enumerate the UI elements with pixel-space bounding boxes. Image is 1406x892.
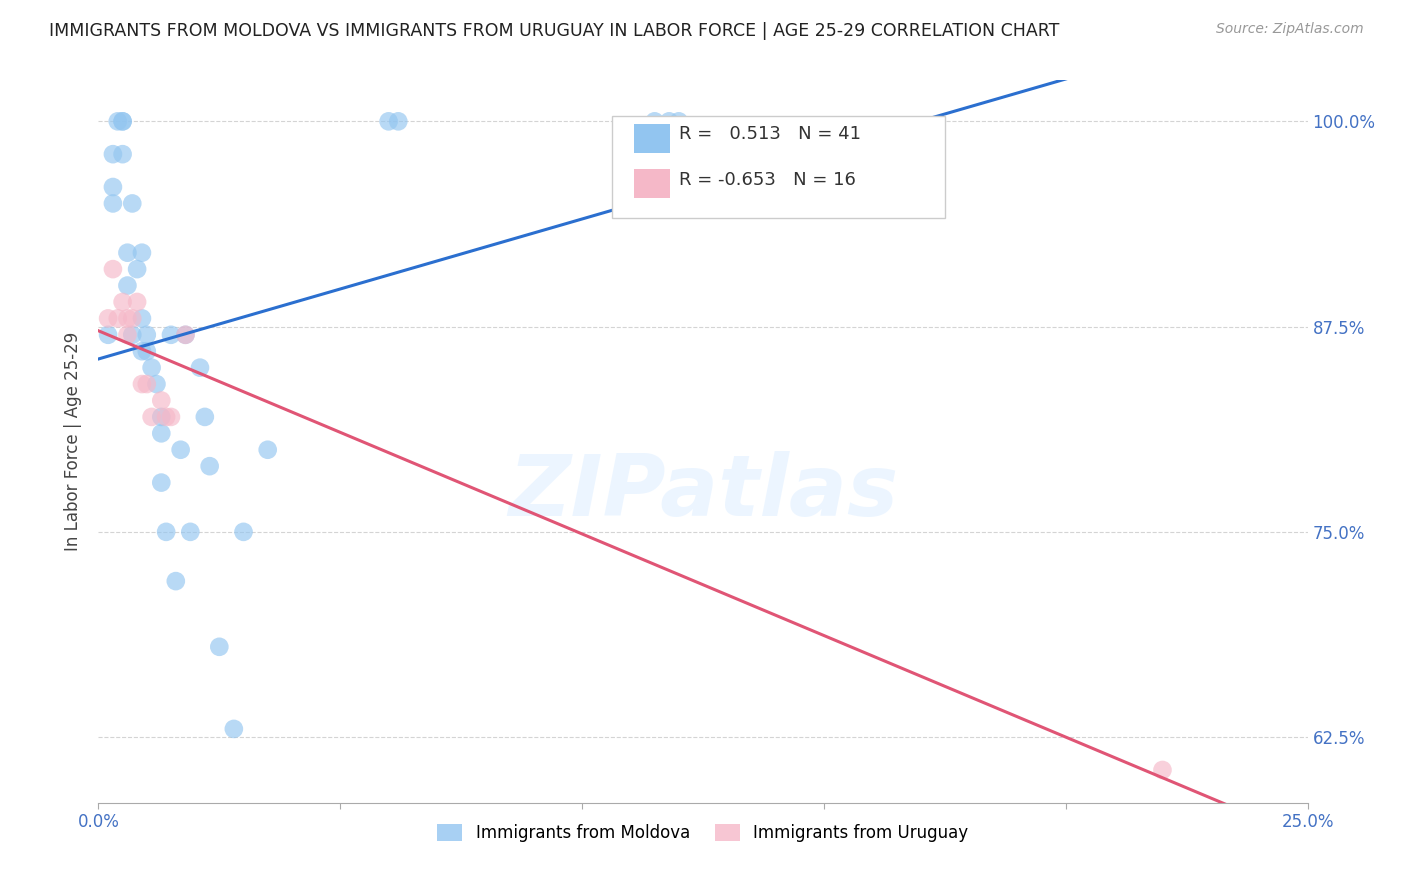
Text: R =   0.513   N = 41: R = 0.513 N = 41 [679, 126, 860, 144]
Point [222, 722, 245, 736]
Text: ZIPatlas: ZIPatlas [508, 450, 898, 533]
Point [111, 114, 134, 128]
Point [658, 114, 681, 128]
Point [160, 327, 183, 342]
Point [135, 327, 157, 342]
Point [127, 262, 149, 277]
Point [131, 311, 153, 326]
Point [141, 360, 163, 375]
Point [107, 114, 129, 128]
Point [644, 114, 666, 128]
Point [174, 327, 197, 342]
Legend: Immigrants from Moldova, Immigrants from Uruguay: Immigrants from Moldova, Immigrants from… [430, 817, 976, 848]
Point [1152, 763, 1174, 777]
Point [135, 377, 157, 392]
Text: Source: ZipAtlas.com: Source: ZipAtlas.com [1216, 22, 1364, 37]
Point [131, 377, 153, 392]
Point [165, 574, 187, 588]
Point [150, 409, 173, 424]
Point [208, 640, 231, 654]
Point [111, 295, 134, 310]
Point [107, 311, 129, 326]
Point [135, 344, 157, 359]
Point [155, 524, 177, 539]
Point [117, 327, 139, 342]
Point [377, 114, 399, 128]
Point [101, 196, 124, 211]
Point [97, 327, 120, 342]
Point [188, 360, 211, 375]
Point [160, 409, 183, 424]
Point [121, 311, 143, 326]
Point [121, 327, 143, 342]
Point [174, 327, 197, 342]
FancyBboxPatch shape [634, 169, 671, 198]
Point [150, 426, 173, 441]
Point [232, 524, 254, 539]
Point [194, 409, 217, 424]
Point [101, 262, 124, 277]
Point [145, 377, 167, 392]
Point [179, 524, 201, 539]
Point [117, 278, 139, 293]
Y-axis label: In Labor Force | Age 25-29: In Labor Force | Age 25-29 [65, 332, 83, 551]
Point [141, 409, 163, 424]
Point [169, 442, 191, 457]
Point [155, 409, 177, 424]
Point [387, 114, 409, 128]
Point [101, 180, 124, 194]
Point [101, 147, 124, 161]
Point [117, 311, 139, 326]
Point [111, 147, 134, 161]
Point [121, 196, 143, 211]
Point [131, 245, 153, 260]
Point [668, 114, 690, 128]
Point [150, 475, 173, 490]
Point [131, 344, 153, 359]
Point [97, 311, 120, 326]
Text: R = -0.653   N = 16: R = -0.653 N = 16 [679, 171, 856, 189]
FancyBboxPatch shape [634, 124, 671, 153]
Point [256, 442, 278, 457]
Point [117, 245, 139, 260]
Text: IMMIGRANTS FROM MOLDOVA VS IMMIGRANTS FROM URUGUAY IN LABOR FORCE | AGE 25-29 CO: IMMIGRANTS FROM MOLDOVA VS IMMIGRANTS FR… [49, 22, 1060, 40]
Point [111, 114, 134, 128]
Point [198, 459, 221, 474]
Point [150, 393, 173, 408]
FancyBboxPatch shape [613, 116, 945, 218]
Point [127, 295, 149, 310]
